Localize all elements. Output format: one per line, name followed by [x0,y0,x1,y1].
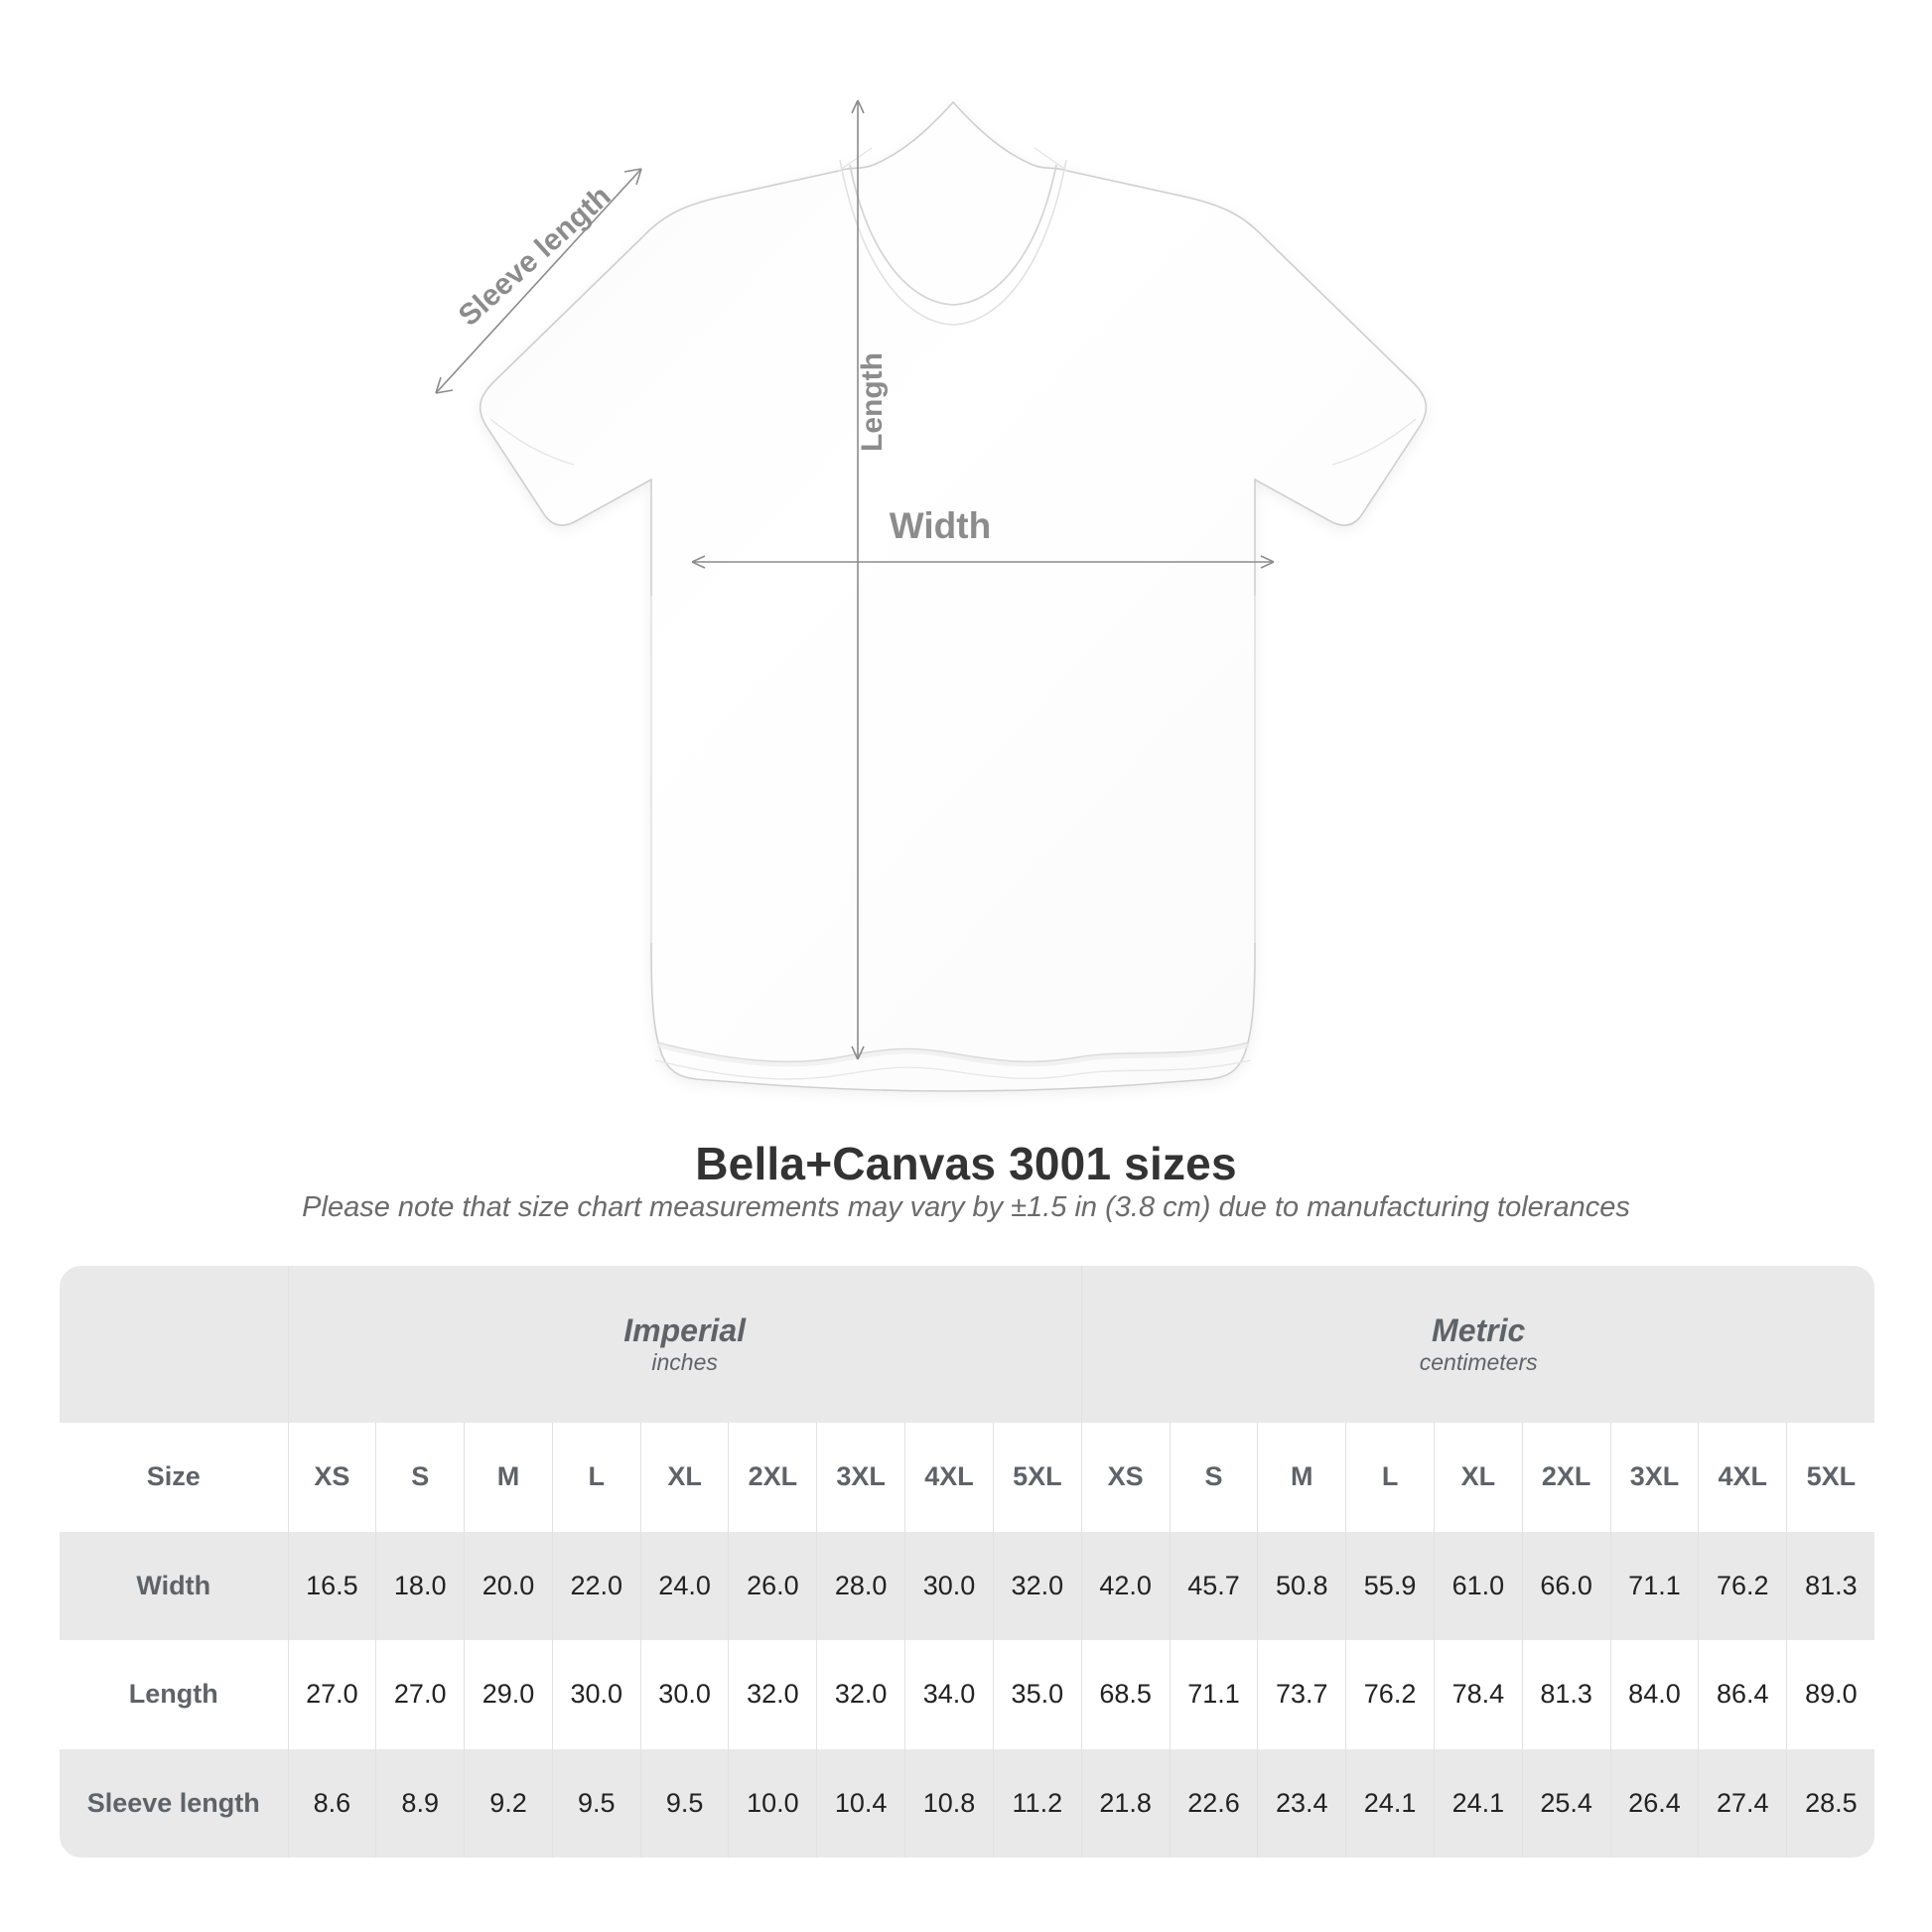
svg-text:Width: Width [890,505,991,546]
svg-text:Length: Length [856,352,889,452]
